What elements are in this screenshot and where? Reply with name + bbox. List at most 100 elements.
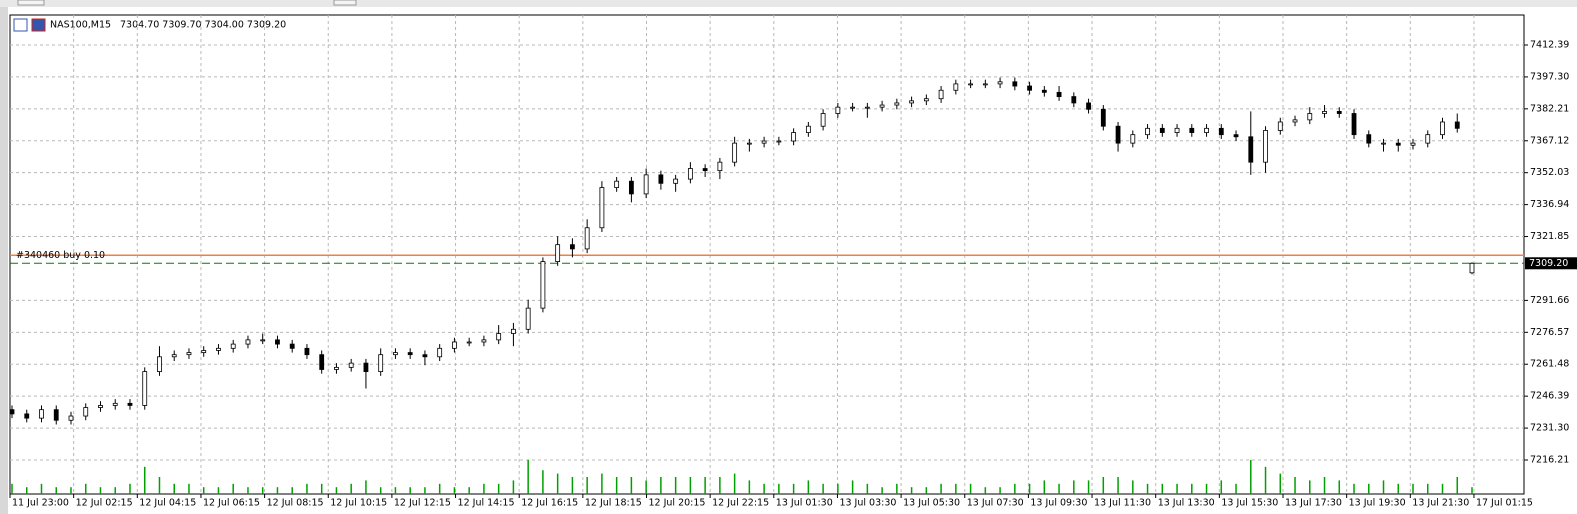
left-border: [0, 7, 8, 514]
candle-body: [1233, 134, 1239, 138]
volume-bar: [910, 487, 913, 494]
volume-bar: [1235, 483, 1237, 494]
candle-body: [1336, 111, 1342, 114]
volume-bar: [1456, 477, 1459, 494]
y-tick-label: 7367.12: [1530, 135, 1569, 146]
candle-body: [1307, 113, 1313, 121]
volume-bar: [542, 470, 544, 494]
volume-bar: [1073, 480, 1075, 494]
candle-body: [658, 174, 664, 184]
candle-body: [1277, 121, 1283, 131]
candle-body: [1086, 102, 1091, 110]
x-tick-label: 13 Jul 09:30: [1030, 498, 1087, 509]
x-tick-label: 13 Jul 03:30: [839, 498, 896, 509]
volume-bar: [1309, 480, 1311, 494]
candle-body: [643, 174, 649, 195]
bid-label: 7309.20: [1529, 258, 1568, 269]
y-tick-label: 7231.30: [1530, 423, 1569, 434]
volume-bar: [70, 487, 72, 494]
volume-bar: [350, 483, 352, 494]
candle-body: [820, 113, 826, 127]
candle-body: [230, 343, 236, 349]
candle-body: [466, 341, 472, 344]
volume-bar: [365, 480, 367, 494]
volume-bar: [232, 483, 234, 494]
volume-bar: [409, 487, 411, 494]
y-tick-label: 7397.30: [1530, 71, 1569, 82]
x-tick-label: 12 Jul 22:15: [712, 498, 769, 509]
volume-bar: [733, 473, 736, 494]
candle-body: [511, 328, 516, 334]
volume-bar: [615, 477, 618, 494]
volume-bar: [1146, 483, 1149, 494]
candle-body: [791, 132, 797, 142]
flag-icon: [31, 18, 46, 32]
volume-bar: [851, 480, 854, 494]
toolbar: [0, 0, 1577, 7]
tab[interactable]: [17, 0, 45, 6]
bid-box: [1525, 257, 1577, 270]
volume-bar: [689, 477, 692, 494]
candle-body: [1189, 127, 1195, 133]
volume-bar: [1397, 483, 1400, 494]
x-tick-label: 12 Jul 20:15: [649, 498, 706, 509]
candle-body: [540, 261, 546, 309]
candle-body: [997, 81, 1003, 85]
candle-body: [1012, 81, 1018, 87]
tab[interactable]: [333, 0, 357, 6]
candle-body: [1174, 127, 1180, 133]
x-tick-label: 13 Jul 13:30: [1158, 498, 1215, 509]
x-tick-label: 13 Jul 15:30: [1221, 498, 1278, 509]
volume-bar: [1191, 483, 1193, 494]
volume-bar: [571, 477, 574, 494]
volume-bar: [527, 460, 529, 494]
volume-bar: [881, 487, 883, 494]
volume-bar: [984, 487, 987, 494]
volume-bar: [84, 483, 87, 494]
candle-body: [201, 350, 207, 353]
volume-bar: [1176, 483, 1178, 494]
volume-bar: [306, 483, 308, 494]
candle-body: [687, 168, 693, 180]
volume-bar: [188, 483, 190, 494]
y-tick-label: 7412.39: [1530, 39, 1569, 50]
volume-bar: [40, 483, 43, 494]
volume-bar: [11, 483, 13, 494]
candle-body: [437, 347, 443, 358]
volume-bar: [601, 473, 603, 494]
grid: [10, 15, 1524, 494]
candle-body: [39, 409, 44, 419]
candle-body: [628, 180, 634, 195]
volume-bar: [925, 487, 928, 494]
candle-body: [319, 354, 325, 370]
candle-body: [864, 106, 870, 109]
volume-bar: [630, 477, 633, 494]
candle-body: [1115, 125, 1121, 144]
candle-body: [673, 178, 679, 184]
candle-body: [1263, 130, 1268, 163]
candle-body: [393, 352, 398, 356]
candle-body: [1381, 142, 1386, 145]
candle-body: [850, 106, 856, 109]
volume-bar: [129, 483, 131, 494]
volume-bar: [807, 480, 810, 494]
volume-bar: [748, 480, 751, 494]
volume-bar: [1250, 460, 1252, 494]
candle-body: [599, 187, 605, 229]
volume-bar: [896, 483, 898, 494]
x-tick-label: 13 Jul 19:30: [1349, 498, 1406, 509]
volume-bar: [143, 466, 146, 494]
candle-body: [171, 354, 177, 358]
volume-bar: [792, 483, 795, 494]
volume-bar: [674, 477, 677, 494]
volume-bar: [202, 487, 205, 494]
volume-bar: [822, 483, 824, 494]
x-tick-label: 13 Jul 21:30: [1412, 498, 1469, 509]
volume-bar: [763, 483, 765, 494]
volume-bar: [320, 483, 323, 494]
volume-bar: [1323, 477, 1326, 494]
candle-body: [938, 89, 944, 100]
volume-bar: [1264, 466, 1267, 494]
volume-bar: [645, 480, 647, 494]
volume-bar: [247, 487, 249, 494]
